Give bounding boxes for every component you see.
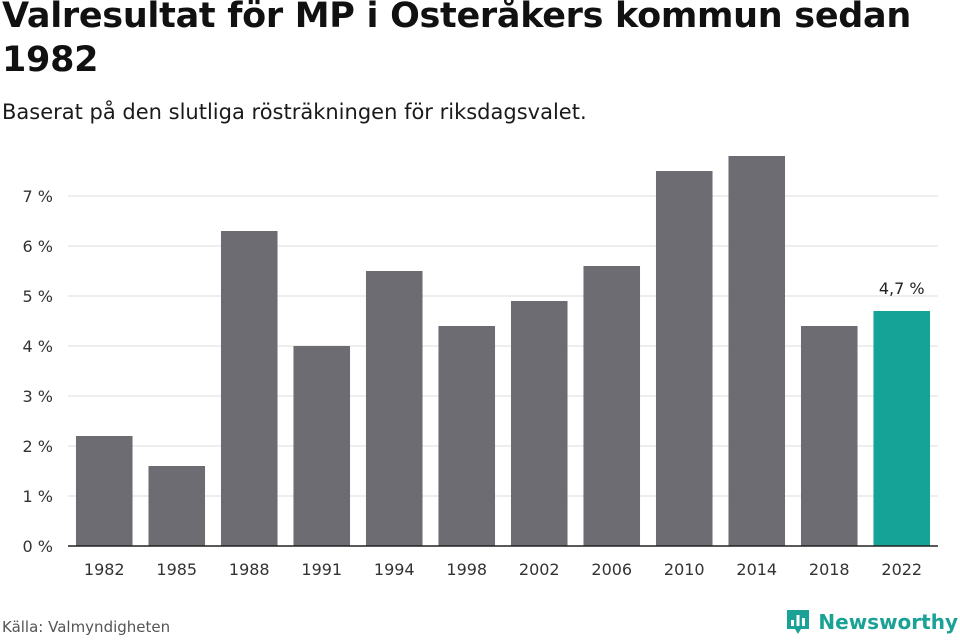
x-axis-ticks: 1982 1985 1988 1991 1994 1998 2002 2006 2010 2014… bbox=[84, 560, 922, 579]
x-tick-label: 2014 bbox=[736, 560, 777, 579]
x-tick-label: 2018 bbox=[809, 560, 850, 579]
y-axis-ticks: 0 % 1 % 2 % 3 % 4 % 5 % 6 % 7 % bbox=[23, 187, 53, 556]
bar-1998 bbox=[438, 326, 496, 546]
bar-2022 bbox=[873, 311, 931, 546]
data-label: 4,7 % bbox=[879, 279, 925, 298]
brand-name: Newsworthy bbox=[818, 610, 958, 634]
x-tick-label: 2022 bbox=[881, 560, 922, 579]
y-tick-label: 2 % bbox=[23, 437, 53, 456]
chart-title: Valresultat för MP i Österåkers kommun s… bbox=[2, 0, 911, 80]
y-tick-label: 3 % bbox=[23, 387, 53, 406]
x-tick-label: 1988 bbox=[229, 560, 270, 579]
bar-2002 bbox=[510, 301, 568, 546]
y-tick-label: 0 % bbox=[23, 537, 53, 556]
x-tick-label: 1982 bbox=[84, 560, 125, 579]
x-tick-label: 2006 bbox=[591, 560, 632, 579]
y-tick-label: 6 % bbox=[23, 237, 53, 256]
x-tick-label: 2010 bbox=[664, 560, 705, 579]
bar-chart-logo-icon bbox=[787, 610, 810, 634]
x-tick-label: 1991 bbox=[301, 560, 342, 579]
bar-1994 bbox=[365, 271, 423, 546]
bar-2014 bbox=[728, 156, 786, 546]
x-tick-label: 1994 bbox=[374, 560, 415, 579]
grid-lines bbox=[68, 195, 938, 497]
y-tick-label: 1 % bbox=[23, 487, 53, 506]
bars bbox=[75, 156, 931, 546]
brand: Newsworthy bbox=[785, 607, 958, 637]
y-tick-label: 5 % bbox=[23, 287, 53, 306]
bar-2018 bbox=[800, 326, 858, 546]
bar-chart: 0 % 1 % 2 % 3 % 4 % 5 % 6 % 7 % 1982 1985 1988 199… bbox=[23, 156, 938, 579]
x-tick-label: 1998 bbox=[446, 560, 487, 579]
y-tick-label: 7 % bbox=[23, 187, 53, 206]
bar-2006 bbox=[583, 266, 641, 546]
x-tick-label: 2002 bbox=[519, 560, 560, 579]
x-tick-label: 1985 bbox=[156, 560, 197, 579]
bar-2010 bbox=[655, 171, 713, 546]
bar-1982 bbox=[75, 436, 133, 546]
bar-1985 bbox=[148, 466, 206, 546]
y-tick-label: 4 % bbox=[23, 337, 53, 356]
bar-1988 bbox=[220, 231, 278, 546]
chart-subtitle: Baserat på den slutliga rösträkningen fö… bbox=[2, 100, 587, 124]
source-note: Källa: Valmyndigheten bbox=[2, 618, 171, 636]
data-labels: 4,7 % bbox=[879, 279, 925, 298]
bar-1991 bbox=[293, 346, 351, 546]
